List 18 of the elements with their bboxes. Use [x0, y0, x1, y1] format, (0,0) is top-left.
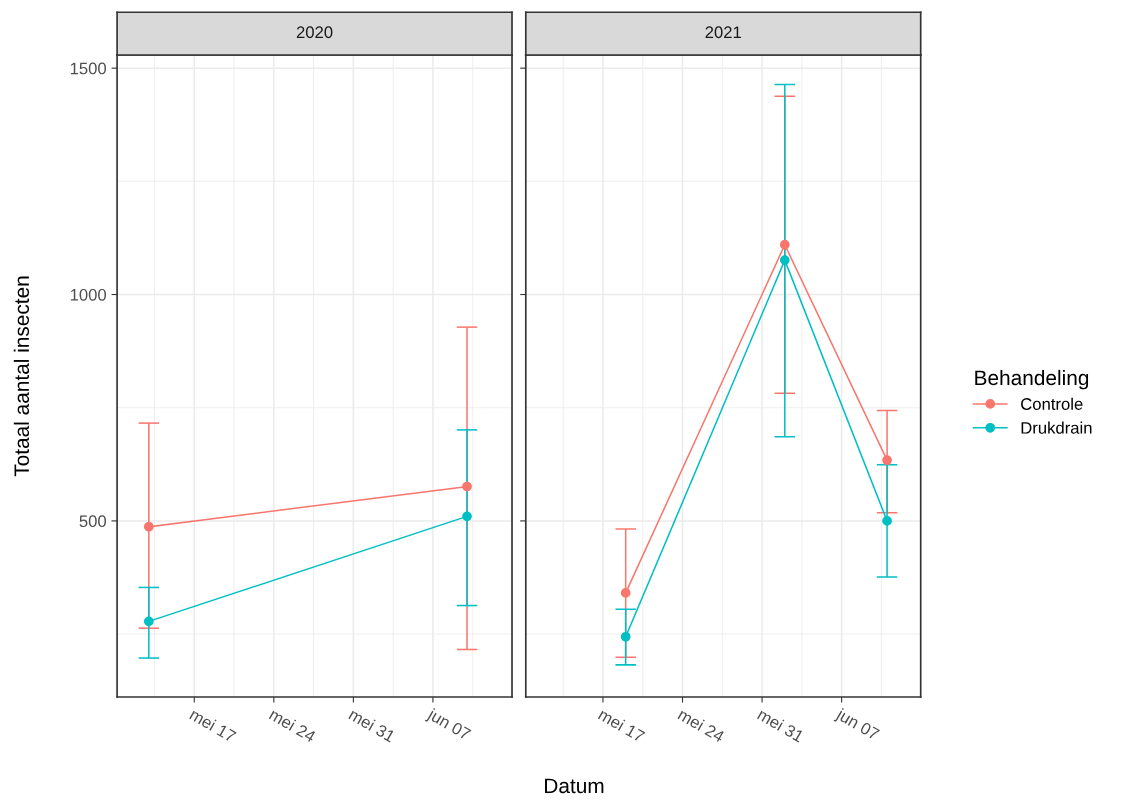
y-tick-label: 500 — [79, 515, 107, 528]
legend-title: Behandeling — [975, 369, 1089, 390]
chart-title: 2020 — [296, 26, 333, 39]
legend-label: Controle — [1021, 397, 1083, 410]
y-tick-label: 1000 — [70, 288, 107, 301]
x-tick-label: mei 24 — [268, 707, 317, 743]
x-tick-label: mei 31 — [756, 707, 805, 743]
x-tick-label: mei 31 — [348, 707, 396, 743]
x-tick-label: jun 07 — [833, 707, 881, 744]
x-tick-label: mei 24 — [677, 707, 726, 743]
x-tick-label: mei 17 — [189, 707, 237, 743]
x-axis-title: Datum — [545, 778, 604, 794]
y-axis-title: Totaal aantal insecten — [13, 276, 30, 477]
legend-label: Drukdrain — [1021, 421, 1092, 434]
x-tick-label: mei 17 — [597, 707, 646, 743]
chart-title: 2021 — [705, 26, 741, 39]
y-tick-label: 1500 — [70, 62, 107, 75]
x-tick-label: jun 07 — [424, 707, 472, 744]
